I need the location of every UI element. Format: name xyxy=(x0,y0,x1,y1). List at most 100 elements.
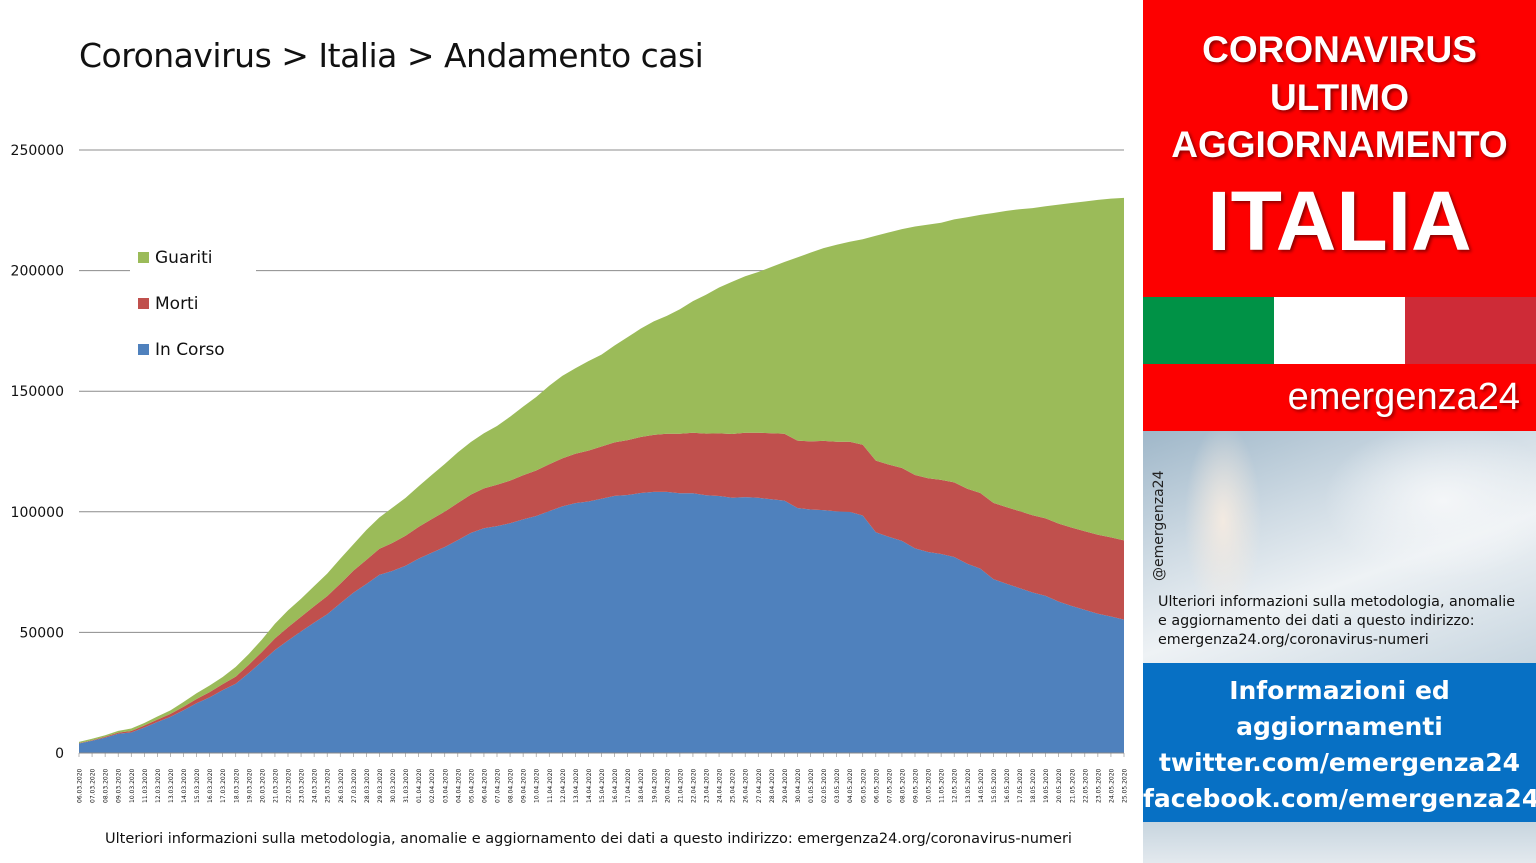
x-tick-label: 19.05.2020 xyxy=(1043,768,1050,803)
page-title: Coronavirus > Italia > Andamento casi xyxy=(79,36,704,75)
x-tick-label: 29.04.2020 xyxy=(782,768,789,803)
x-tick-label: 04.04.2020 xyxy=(455,768,462,803)
x-tick-label: 09.03.2020 xyxy=(116,768,123,803)
side-panel: CORONAVIRUS ULTIMO AGGIORNAMENTO ITALIA … xyxy=(1143,0,1536,863)
x-tick-label: 25.04.2020 xyxy=(730,768,737,803)
x-tick-label: 15.05.2020 xyxy=(991,768,998,803)
facebook-link[interactable]: facebook.com/emergenza24 xyxy=(1143,784,1536,813)
flag-stripe-white xyxy=(1274,297,1405,364)
x-tick-label: 20.03.2020 xyxy=(259,768,266,803)
update-banner: CORONAVIRUS ULTIMO AGGIORNAMENTO ITALIA xyxy=(1143,0,1536,297)
x-tick-label: 11.05.2020 xyxy=(939,768,946,803)
x-tick-label: 17.03.2020 xyxy=(220,768,227,803)
y-tick-label: 50000 xyxy=(19,625,64,641)
x-tick-label: 19.04.2020 xyxy=(651,768,658,803)
x-tick-label: 16.05.2020 xyxy=(1004,768,1011,803)
x-tick-label: 24.03.2020 xyxy=(312,768,319,803)
x-tick-label: 21.04.2020 xyxy=(677,768,684,803)
footnote: Ulteriori informazioni sulla metodologia… xyxy=(105,831,1072,847)
x-tick-label: 07.05.2020 xyxy=(886,768,893,803)
x-tick-label: 05.04.2020 xyxy=(468,768,475,803)
y-axis-tick-labels: 0 50000 100000 150000 200000 250000 xyxy=(11,143,64,762)
x-tick-label: 25.03.2020 xyxy=(325,768,332,803)
x-tick-label: 01.04.2020 xyxy=(416,768,423,803)
x-tick-label: 16.03.2020 xyxy=(207,768,214,803)
brand-bar: emergenza24 xyxy=(1143,364,1536,431)
info-note-line: e aggiornamento dei dati a questo indiri… xyxy=(1158,613,1475,629)
x-tick-label: 21.03.2020 xyxy=(272,768,279,803)
x-tick-label: 28.04.2020 xyxy=(769,768,776,803)
x-tick-label: 17.05.2020 xyxy=(1017,768,1024,803)
y-tick-label: 0 xyxy=(55,746,64,762)
social-line: Informazioni ed xyxy=(1229,676,1450,705)
x-tick-label: 27.03.2020 xyxy=(351,768,358,803)
x-tick-label: 14.05.2020 xyxy=(978,768,985,803)
x-tick-label: 13.03.2020 xyxy=(168,768,175,803)
x-tick-label: 22.04.2020 xyxy=(690,768,697,803)
x-tick-label: 06.03.2020 xyxy=(77,768,84,803)
series-area-morti xyxy=(79,432,1124,744)
x-tick-label: 05.05.2020 xyxy=(860,768,867,803)
banner-line-1: CORONAVIRUS xyxy=(1202,29,1477,70)
legend-swatch xyxy=(138,298,149,309)
x-tick-label: 10.04.2020 xyxy=(534,768,541,803)
x-tick-label: 12.04.2020 xyxy=(560,768,567,803)
x-tick-label: 26.04.2020 xyxy=(743,768,750,803)
series-area-in-corso xyxy=(79,491,1124,753)
x-tick-label: 09.05.2020 xyxy=(913,768,920,803)
banner-line-3: AGGIORNAMENTO xyxy=(1171,124,1508,165)
x-tick-label: 12.03.2020 xyxy=(155,768,162,803)
x-tick-label: 23.04.2020 xyxy=(704,768,711,803)
x-tick-label: 13.04.2020 xyxy=(573,768,580,803)
x-tick-label: 18.05.2020 xyxy=(1030,768,1037,803)
x-tick-label: 22.05.2020 xyxy=(1082,768,1089,803)
x-tick-label: 30.03.2020 xyxy=(390,768,397,803)
x-tick-label: 18.03.2020 xyxy=(233,768,240,803)
x-tick-label: 12.05.2020 xyxy=(952,768,959,803)
info-note: Ulteriori informazioni sulla metodologia… xyxy=(1158,593,1528,650)
x-tick-label: 22.03.2020 xyxy=(286,768,293,803)
x-tick-label: 15.03.2020 xyxy=(194,768,201,803)
x-tick-label: 23.03.2020 xyxy=(299,768,306,803)
x-tick-label: 18.04.2020 xyxy=(638,768,645,803)
x-tick-label: 10.03.2020 xyxy=(129,768,136,803)
legend-swatch xyxy=(138,252,149,263)
legend-label: Morti xyxy=(155,294,198,314)
twitter-link[interactable]: twitter.com/emergenza24 xyxy=(1158,748,1521,777)
x-tick-label: 11.03.2020 xyxy=(142,768,149,803)
x-tick-label: 21.05.2020 xyxy=(1069,768,1076,803)
x-tick-label: 20.05.2020 xyxy=(1056,768,1063,803)
y-tick-label: 200000 xyxy=(11,264,64,280)
x-tick-label: 03.04.2020 xyxy=(442,768,449,803)
x-tick-label: 08.03.2020 xyxy=(103,768,110,803)
banner-line-2: ULTIMO xyxy=(1269,77,1410,118)
x-tick-label: 28.03.2020 xyxy=(364,768,371,803)
x-tick-label: 24.04.2020 xyxy=(717,768,724,803)
background-photo-bottom xyxy=(1143,822,1536,863)
x-tick-label: 11.04.2020 xyxy=(547,768,554,803)
x-tick-label: 14.03.2020 xyxy=(181,768,188,803)
x-tick-label: 26.03.2020 xyxy=(338,768,345,803)
x-tick-label: 27.04.2020 xyxy=(756,768,763,803)
x-tick-label: 02.04.2020 xyxy=(429,768,436,803)
social-line: aggiornamenti xyxy=(1236,712,1443,741)
x-tick-label: 07.03.2020 xyxy=(90,768,97,803)
x-tick-label: 13.05.2020 xyxy=(965,768,972,803)
x-tick-label: 10.05.2020 xyxy=(926,768,933,803)
x-tick-label: 14.04.2020 xyxy=(586,768,593,803)
x-tick-label: 30.04.2020 xyxy=(795,768,802,803)
x-tick-label: 15.04.2020 xyxy=(599,768,606,803)
y-tick-label: 150000 xyxy=(11,384,64,400)
stacked-area-chart: 0 50000 100000 150000 200000 250000 06.03.202… xyxy=(11,143,1129,803)
x-tick-label: 20.04.2020 xyxy=(664,768,671,803)
x-tick-label: 16.04.2020 xyxy=(612,768,619,803)
x-tick-label: 06.04.2020 xyxy=(481,768,488,803)
x-tick-label: 06.05.2020 xyxy=(873,768,880,803)
x-tick-label: 08.04.2020 xyxy=(508,768,515,803)
banner-country: ITALIA xyxy=(1207,174,1472,268)
x-tick-label: 19.03.2020 xyxy=(246,768,253,803)
x-tick-label: 24.05.2020 xyxy=(1108,768,1115,803)
x-tick-label: 08.05.2020 xyxy=(899,768,906,803)
y-tick-label: 100000 xyxy=(11,505,64,521)
x-tick-label: 07.04.2020 xyxy=(495,768,502,803)
